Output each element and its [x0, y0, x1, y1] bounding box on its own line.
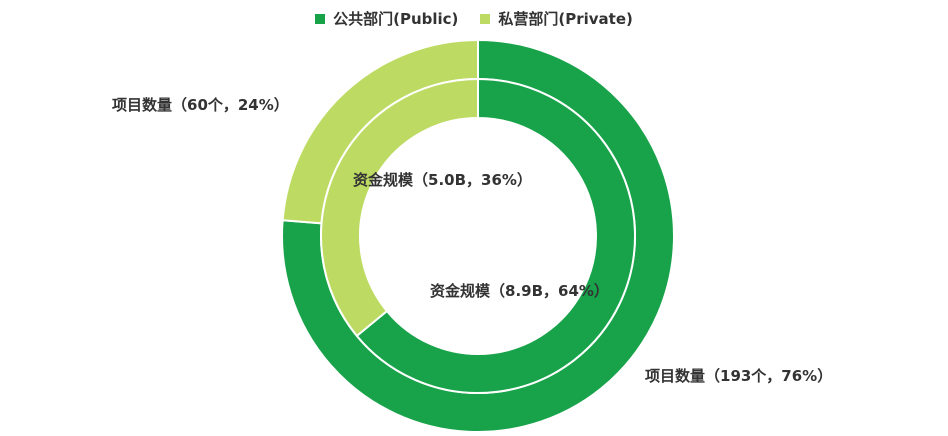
outer-ring-label-public: 项目数量（193个，76%） — [645, 367, 832, 385]
inner-ring-slice-private — [320, 77, 479, 338]
legend-label-public: 公共部门(Public) — [333, 10, 459, 28]
legend-swatch-private — [480, 13, 491, 24]
legend-item-public: 公共部门(Public) — [315, 8, 458, 29]
inner-ring-label-private: 资金规模（5.0B，36%） — [353, 171, 532, 189]
inner-ring-slice-public — [355, 77, 636, 394]
legend-swatch-public — [315, 13, 326, 24]
legend-item-private: 私营部门(Private) — [480, 8, 633, 29]
legend-label-private: 私营部门(Private) — [498, 10, 633, 28]
legend: 公共部门(Public) 私营部门(Private) — [0, 8, 948, 29]
inner-ring-label-public: 资金规模（8.9B，64%） — [430, 282, 609, 300]
outer-ring-label-private: 项目数量（60个，24%） — [112, 96, 289, 114]
